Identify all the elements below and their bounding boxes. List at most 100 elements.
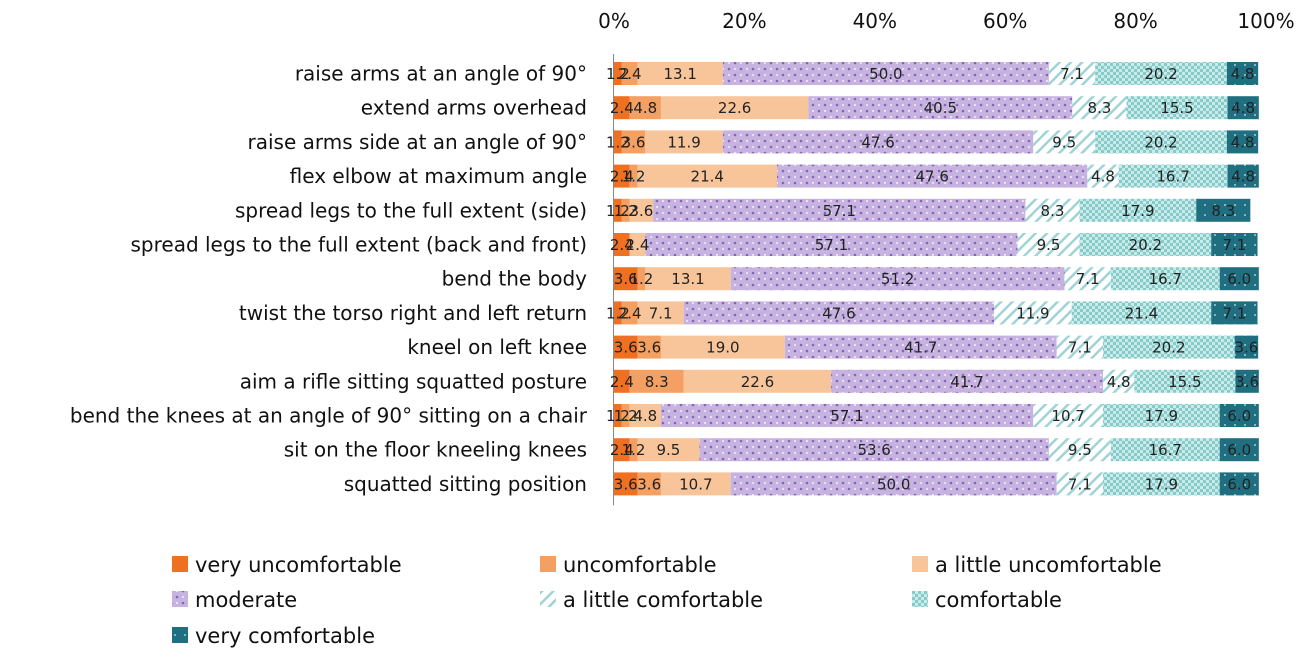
bar-segment <box>1226 62 1259 85</box>
data-label: 16.7 <box>1156 168 1189 186</box>
bar-segment <box>722 130 1034 154</box>
bar-segment <box>1033 404 1103 427</box>
bar-segment <box>621 198 630 222</box>
data-label: 7.1 <box>1222 236 1246 254</box>
bar-segment <box>645 130 723 154</box>
legend-label: very comfortable <box>195 624 375 648</box>
bar-segment <box>614 96 630 120</box>
bar-segment <box>614 301 622 325</box>
bar-segment <box>637 438 700 462</box>
data-label: 16.7 <box>1149 270 1182 288</box>
bars <box>614 62 1259 496</box>
data-label: 10.7 <box>679 475 712 493</box>
bar-segment <box>614 233 630 256</box>
bar-segment <box>637 62 723 85</box>
category-label: bend the body <box>442 267 588 291</box>
category-labels: raise arms at an angle of 90° extend arms… <box>70 62 588 496</box>
bar-segment <box>1110 438 1220 462</box>
bar-segment <box>1087 164 1119 188</box>
bar-segment <box>629 198 654 222</box>
bar-segment <box>629 438 638 462</box>
bar-segment <box>614 404 622 427</box>
category-label: twist the torso right and left return <box>239 301 587 325</box>
data-label: 8.3 <box>645 373 669 391</box>
legend-label: moderate <box>195 588 297 612</box>
data-label: 2.4 <box>618 304 642 322</box>
data-labels: 1.22.4 13.1 50.0 7.1 20.2 4.82.4 4.8 22.6 40.5 8.… <box>606 65 1259 493</box>
data-label: 20.2 <box>1152 339 1185 357</box>
category-label: sit on the floor kneeling knees <box>284 438 587 462</box>
bar-segment <box>614 198 622 222</box>
bar-segment <box>1048 62 1096 85</box>
data-label: 19.0 <box>706 339 739 357</box>
data-label: 57.1 <box>830 407 863 425</box>
data-label: 16.7 <box>1149 441 1182 459</box>
data-label: 7.1 <box>1068 339 1092 357</box>
bar-segment <box>1196 198 1251 222</box>
bar-segment <box>1234 335 1259 359</box>
data-label: 13.1 <box>663 65 696 83</box>
bar-segment <box>621 62 638 85</box>
legend-swatch <box>172 627 188 643</box>
bar-segment <box>784 335 1057 359</box>
data-label: 47.6 <box>822 304 855 322</box>
bar-segment <box>730 267 1065 291</box>
bar-segment <box>629 369 684 393</box>
data-label: 4.8 <box>1231 133 1255 151</box>
legend-swatch <box>172 591 188 607</box>
x-tick-label: 80% <box>1113 9 1157 33</box>
category-label: bend the knees at an angle of 90° sittin… <box>70 404 588 428</box>
data-label: 8.3 <box>1087 99 1111 117</box>
category-label: spread legs to the full extent (side) <box>235 198 587 222</box>
bar-segment <box>1103 472 1220 496</box>
category-label: raise arms side at an angle of 90° <box>247 130 587 154</box>
bar-segment <box>637 267 646 291</box>
bar-segment <box>637 335 661 359</box>
data-label: 2.4 <box>610 373 634 391</box>
data-label: 1.2 <box>606 65 630 83</box>
bar-segment <box>660 404 1034 427</box>
bar-segment <box>637 472 661 496</box>
bar-segment <box>629 404 661 427</box>
data-label: 1.2 <box>606 202 630 220</box>
bar-segment <box>1033 130 1096 154</box>
bar-segment <box>777 164 1088 188</box>
data-label: 9.5 <box>1037 236 1061 254</box>
bar-segment <box>629 96 661 120</box>
x-tick-label: 40% <box>853 9 897 33</box>
bar-segment <box>1134 369 1236 393</box>
bar-segment <box>621 130 646 154</box>
bar-segment <box>1095 130 1227 154</box>
bar-segment <box>1219 267 1259 291</box>
data-label: 1.2 <box>622 168 646 186</box>
legend-swatch <box>912 556 928 572</box>
bar-segment <box>1227 164 1259 188</box>
bar-segment <box>1103 404 1220 427</box>
data-label: 10.7 <box>1051 407 1084 425</box>
category-label: spread legs to the full extent (back and… <box>130 233 587 257</box>
data-label: 3.6 <box>637 475 661 493</box>
bar-segment <box>645 267 731 291</box>
data-label: 8.3 <box>1211 202 1235 220</box>
data-label: 15.5 <box>1168 373 1201 391</box>
legend-swatch <box>172 556 188 572</box>
data-label: 3.6 <box>614 270 638 288</box>
data-label: 50.0 <box>877 475 910 493</box>
data-label: 6.0 <box>1227 270 1251 288</box>
data-label: 15.5 <box>1160 99 1193 117</box>
data-label: 3.6 <box>614 475 638 493</box>
data-label: 17.9 <box>1121 202 1154 220</box>
data-label: 1.2 <box>606 133 630 151</box>
bar-segment <box>1211 301 1258 325</box>
bar-segment <box>1048 438 1111 462</box>
bar-segment <box>614 369 630 393</box>
data-label: 7.1 <box>1076 270 1100 288</box>
bar-segment <box>1126 96 1228 120</box>
category-label: kneel on left knee <box>407 335 587 359</box>
bar-segment <box>722 62 1049 85</box>
bar-segment <box>653 198 1026 222</box>
data-label: 1.2 <box>622 441 646 459</box>
bar-segment <box>614 164 630 188</box>
data-label: 3.6 <box>622 133 646 151</box>
legend-label: comfortable <box>935 588 1062 612</box>
